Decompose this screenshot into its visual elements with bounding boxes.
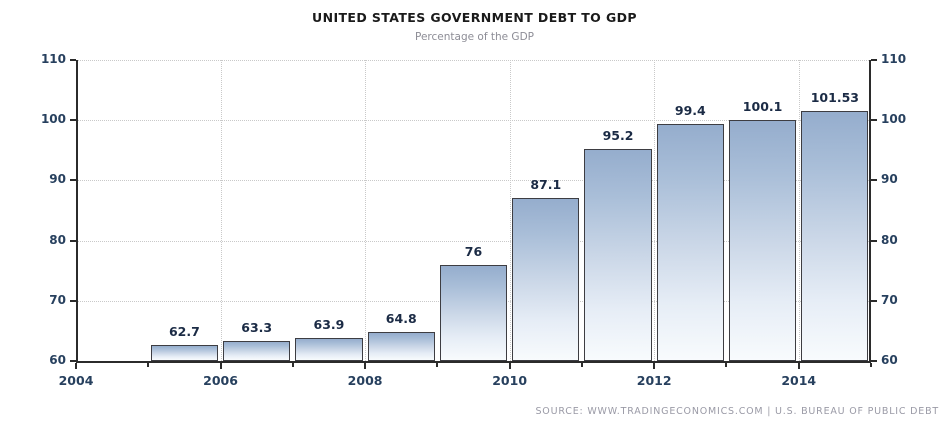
gridline-horizontal [78,240,869,242]
x-axis-tick-minor [580,363,583,367]
x-axis-tick-major [508,363,511,369]
bar[interactable] [439,264,508,361]
y-axis-tick [70,119,76,122]
bar[interactable] [584,149,652,361]
x-axis-tick-major [364,363,367,369]
bar-value-label: 95.2 [602,128,634,144]
x-axis-tick-major [75,363,77,369]
x-axis-tick-major [219,363,222,369]
y-axis-tick [871,299,877,302]
bar-value-label: 87.1 [530,176,562,192]
x-axis-line [76,361,871,363]
y-axis-label: 60 [881,353,898,367]
y-axis-label: 100 [881,112,907,127]
bar-value-label: 63.9 [313,316,345,332]
y-axis-tick [70,360,76,362]
gridline-vertical [509,60,511,361]
gridline-vertical [798,60,800,361]
x-axis-tick-minor [725,363,728,367]
bar[interactable] [801,110,869,361]
y-axis-tick [70,59,76,61]
y-axis-label: 90 [881,172,898,187]
gridline-vertical [654,60,656,361]
x-axis-label: 2006 [203,373,238,388]
y-axis-tick [70,179,76,182]
gridline-vertical [365,60,367,361]
bar-value-label: 62.7 [168,323,200,339]
y-axis-label: 100 [40,112,66,127]
gridline-horizontal [78,60,869,61]
gridline-vertical [220,60,222,361]
x-axis-label: 2004 [58,373,94,388]
y-axis-tick [70,239,76,242]
bar-value-label: 101.53 [810,89,859,105]
plot-area: 60 70 80 90 100 110 60 70 80 90 100 110 2004 2006 20… [41,53,906,388]
y-axis-right-line [869,60,871,363]
bar-value-label: 99.4 [674,102,706,118]
y-axis-tick [871,119,877,122]
bar[interactable] [512,197,580,361]
y-axis-left-line [76,60,78,363]
bar[interactable] [295,337,363,361]
chart-title: UNITED STATES GOVERNMENT DEBT TO GDP [312,10,637,25]
y-axis-tick [871,239,877,242]
x-axis-tick-minor [291,363,294,367]
bar-value-label: 100.1 [742,98,783,114]
gridline-horizontal [78,120,869,122]
x-axis-tick-major [797,363,800,369]
y-axis-label: 90 [49,172,66,187]
bar[interactable] [367,332,435,361]
bar-value-label: 63.3 [241,320,273,336]
y-axis-label: 60 [49,353,66,367]
y-axis-tick [871,179,877,182]
x-axis-tick-minor [147,363,150,367]
y-axis-label: 70 [881,292,898,307]
x-axis-label: 2010 [492,373,528,388]
gridline-horizontal [78,180,869,182]
y-axis-label: 80 [49,232,66,247]
bar-value-label: 76 [464,243,483,259]
y-axis-tick [871,360,877,362]
bar[interactable] [150,344,219,361]
y-axis-label: 110 [40,52,66,66]
y-axis-tick [871,59,877,61]
x-axis-label: 2012 [636,373,672,388]
x-axis-label: 2008 [347,373,383,388]
x-axis-tick-major [653,363,656,369]
y-axis-tick [70,299,76,302]
y-axis-label: 80 [881,232,898,247]
x-axis-tick-minor [436,363,439,367]
y-axis-label: 110 [881,52,907,66]
y-axis-label: 70 [49,292,66,307]
x-axis-label: 2014 [781,373,817,388]
x-axis-tick-minor [870,363,872,367]
bar[interactable] [223,341,291,361]
bar[interactable] [728,119,797,361]
bar[interactable] [656,123,724,361]
source-attribution: SOURCE: WWW.TRADINGECONOMICS.COM | U.S. … [535,406,939,417]
bar-value-label: 64.8 [385,311,417,327]
chart-subtitle: Percentage of the GDP [415,31,534,43]
